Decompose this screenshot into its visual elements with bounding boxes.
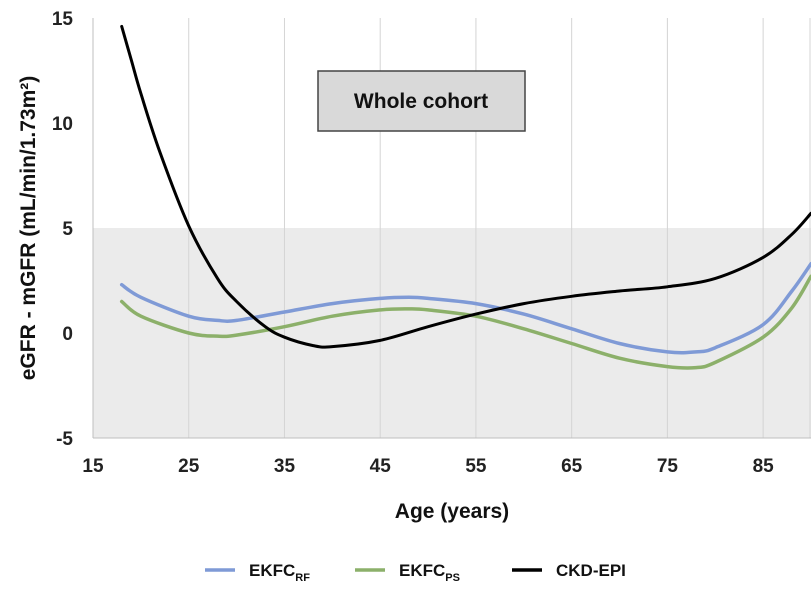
ekfc-ps-line <box>119 274 811 370</box>
series-lines <box>119 24 811 370</box>
legend: EKFCRF EKFCPS CKD-EPI <box>205 561 626 584</box>
x-tick-label: 25 <box>178 456 200 477</box>
legend-label: EKFCRF <box>249 561 310 584</box>
y-tick-label: 0 <box>62 324 73 345</box>
x-tick-label: 35 <box>274 456 296 477</box>
x-tick-label: 45 <box>370 456 392 477</box>
x-tick-label: 75 <box>657 456 679 477</box>
ekfc-rf-line <box>119 261 811 355</box>
x-tick-label: 15 <box>82 456 104 477</box>
x-tick-label: 65 <box>561 456 583 477</box>
legend-item-ckd-epi: CKD-EPI <box>512 561 626 580</box>
y-axis-title: eGFR - mGFR (mL/min/1.73m²) <box>17 76 40 381</box>
y-tick-label: 5 <box>62 219 73 240</box>
x-tick-label: 85 <box>753 456 775 477</box>
x-axis-title: Age (years) <box>395 500 509 523</box>
y-tick-label: -5 <box>56 429 73 450</box>
y-tick-label: 15 <box>52 9 74 30</box>
legend-label: CKD-EPI <box>556 561 626 580</box>
x-tick-label: 55 <box>465 456 487 477</box>
ckd-epi-line <box>120 24 811 349</box>
legend-item-ekfc-ps: EKFCPS <box>355 561 460 584</box>
tick-labels: 15 25 35 45 55 65 75 85 15 10 5 0 -5 <box>52 9 774 477</box>
annotation-box: Whole cohort <box>317 70 526 132</box>
y-tick-label: 10 <box>52 114 73 135</box>
legend-item-ekfc-rf: EKFCRF <box>205 561 310 584</box>
annotation-text: Whole cohort <box>354 90 488 113</box>
shaded-band <box>93 228 811 438</box>
legend-label: EKFCPS <box>399 561 460 584</box>
